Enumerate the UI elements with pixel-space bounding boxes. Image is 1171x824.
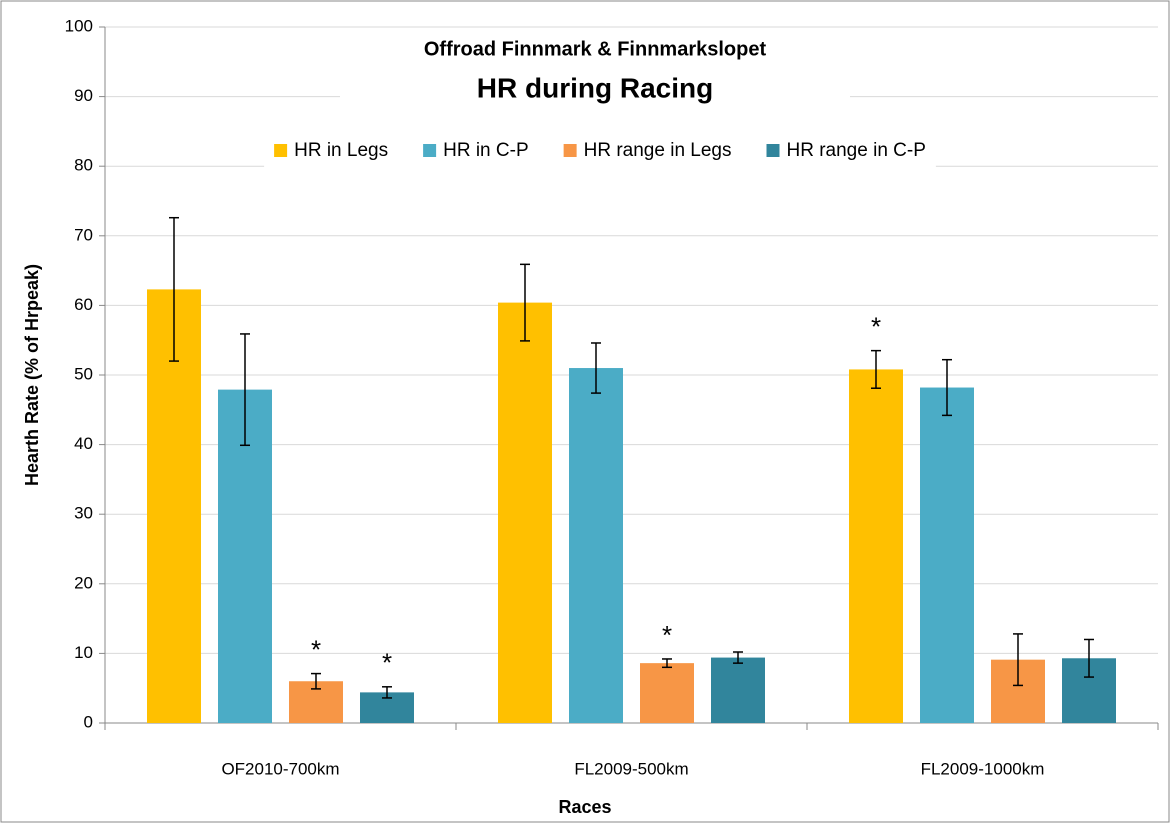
x-tick-label: FL2009-1000km (921, 759, 1045, 778)
chart-title: Offroad Finnmark & Finnmarkslopet (424, 38, 767, 60)
title-box (340, 30, 850, 116)
bar (920, 387, 974, 723)
bar (849, 369, 903, 723)
legend-background (264, 132, 936, 168)
bar (711, 657, 765, 723)
error-bar (871, 349, 881, 389)
legend-label: HR range in Legs (584, 140, 732, 161)
legend-label: HR range in C-P (787, 140, 926, 161)
legend-swatch (274, 144, 288, 157)
legend: HR in Legs HR in C-P HR range in Legs HR ra… (264, 132, 936, 168)
y-tick-label: 70 (74, 225, 93, 244)
error-bar (311, 672, 321, 690)
legend-swatch (563, 144, 577, 157)
x-axis-label: Races (558, 797, 611, 817)
error-bar (1084, 638, 1094, 678)
bar (498, 302, 552, 723)
error-bar (591, 342, 601, 394)
legend-label: HR in C-P (443, 140, 529, 161)
error-bar (1013, 633, 1023, 687)
bar (569, 368, 623, 723)
error-bar (942, 358, 952, 417)
legend-swatch (423, 144, 437, 157)
y-tick-label: 30 (74, 504, 93, 523)
y-tick-label: 50 (74, 364, 93, 383)
error-bar (520, 263, 530, 342)
y-tick-label: 60 (74, 295, 93, 314)
error-bar (240, 333, 250, 447)
x-tick-label: FL2009-500km (574, 759, 688, 778)
y-tick-label: 40 (74, 434, 93, 453)
legend-swatch (766, 144, 780, 157)
error-bar (662, 658, 672, 669)
grid: 0 10 20 30 40 50 60 70 80 90 100 OF2010-700km FL2009… (65, 16, 1159, 778)
error-bar (382, 686, 392, 699)
annotation: * (311, 634, 321, 664)
chart-subtitle: HR during Racing (477, 72, 713, 103)
annotation: * (382, 648, 392, 678)
y-tick-label: 10 (74, 643, 93, 662)
y-tick-label: 0 (84, 712, 93, 731)
error-bar (733, 651, 743, 664)
y-tick-label: 90 (74, 86, 93, 105)
error-bar (169, 216, 179, 362)
y-tick-label: 100 (65, 16, 93, 35)
y-tick-label: 20 (74, 573, 93, 592)
annotation: * (871, 312, 881, 342)
annotation: * (662, 620, 672, 650)
marks: * * * * (147, 216, 1116, 723)
x-tick-label: OF2010-700km (221, 759, 339, 778)
y-axis-label: Hearth Rate (% of Hrpeak) (22, 264, 42, 486)
bar (640, 663, 694, 723)
legend-label: HR in Legs (294, 140, 388, 161)
y-tick-label: 80 (74, 156, 93, 175)
